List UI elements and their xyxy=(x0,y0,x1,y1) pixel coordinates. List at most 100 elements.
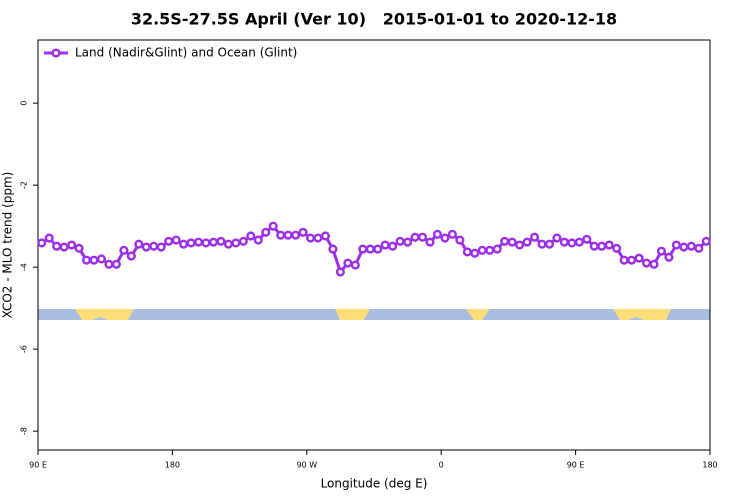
legend-marker xyxy=(51,48,61,58)
point xyxy=(462,247,472,257)
point xyxy=(492,244,502,254)
point xyxy=(641,258,652,268)
point xyxy=(694,243,704,253)
y-tick-label: -6 xyxy=(20,345,29,353)
point xyxy=(350,260,360,270)
point xyxy=(470,248,480,258)
point xyxy=(656,246,667,256)
point xyxy=(52,241,62,251)
point xyxy=(567,238,577,248)
point xyxy=(59,242,69,252)
point xyxy=(37,238,47,248)
point xyxy=(597,241,607,251)
land-band xyxy=(335,309,370,320)
point xyxy=(500,236,510,246)
point xyxy=(410,232,420,242)
point xyxy=(440,233,450,243)
legend-label: Land (Nadir&Glint) and Ocean (Glint) xyxy=(75,46,297,60)
y-tick-label: -2 xyxy=(20,181,29,189)
point xyxy=(649,259,659,269)
x-tick-label: 180 xyxy=(165,461,180,470)
point xyxy=(522,237,532,247)
point xyxy=(149,241,159,251)
point xyxy=(283,230,293,240)
point xyxy=(320,231,331,241)
point xyxy=(298,227,308,237)
point xyxy=(276,230,286,240)
point xyxy=(96,254,107,264)
point xyxy=(328,244,338,254)
point xyxy=(365,244,375,254)
point xyxy=(238,236,248,246)
point xyxy=(343,258,353,268)
point xyxy=(231,238,241,248)
land-band xyxy=(75,309,134,320)
point xyxy=(223,239,233,249)
x-tick-label: 90 E xyxy=(29,461,47,470)
point xyxy=(589,241,599,251)
point xyxy=(201,238,211,248)
point xyxy=(268,221,278,231)
point xyxy=(403,237,413,247)
point xyxy=(335,267,345,277)
point xyxy=(119,245,129,255)
point xyxy=(574,237,584,247)
land-band xyxy=(466,309,490,320)
chart-title: 32.5S-27.5S April (Ver 10) 2015-01-01 to… xyxy=(131,10,617,29)
point xyxy=(552,233,562,243)
point xyxy=(559,237,569,247)
point xyxy=(455,235,465,245)
y-tick-label: 0 xyxy=(20,101,29,106)
point xyxy=(104,259,114,269)
x-tick-label: 0 xyxy=(439,461,444,470)
point xyxy=(604,240,614,250)
point xyxy=(67,240,77,250)
point xyxy=(671,240,681,250)
point xyxy=(627,255,637,265)
x-tick-label: 90 E xyxy=(567,461,585,470)
point xyxy=(126,251,136,261)
point xyxy=(313,233,323,243)
point xyxy=(701,236,711,246)
y-tick-label: -8 xyxy=(20,427,29,435)
y-tick-label: -4 xyxy=(20,263,29,271)
point xyxy=(544,239,555,249)
point xyxy=(111,259,121,269)
point xyxy=(529,232,540,242)
point xyxy=(156,242,166,252)
point xyxy=(380,240,390,250)
point xyxy=(216,236,226,246)
point xyxy=(664,252,674,262)
point xyxy=(634,253,644,263)
point xyxy=(485,245,495,255)
point xyxy=(582,234,592,244)
point xyxy=(141,242,151,252)
point xyxy=(81,255,92,265)
point xyxy=(507,237,517,247)
point xyxy=(358,244,368,254)
point xyxy=(164,236,174,246)
point xyxy=(432,229,443,239)
point xyxy=(373,244,383,254)
x-axis-title: Longitude (deg E) xyxy=(321,477,428,491)
y-axis-title: XCO2 - MLO trend (ppm) xyxy=(1,172,15,319)
point xyxy=(447,229,457,239)
point xyxy=(537,239,547,249)
point xyxy=(291,230,301,240)
x-tick-label: 180 xyxy=(702,461,717,470)
point xyxy=(395,236,405,246)
point xyxy=(679,242,689,252)
point xyxy=(261,227,271,237)
point xyxy=(246,231,256,241)
point xyxy=(253,235,263,245)
point xyxy=(305,233,316,243)
point xyxy=(193,237,204,247)
point xyxy=(208,237,219,247)
x-tick-label: 90 W xyxy=(296,461,317,470)
point xyxy=(612,243,622,253)
point xyxy=(171,235,181,245)
point xyxy=(179,239,189,249)
land-band xyxy=(613,309,671,320)
point xyxy=(186,238,196,248)
